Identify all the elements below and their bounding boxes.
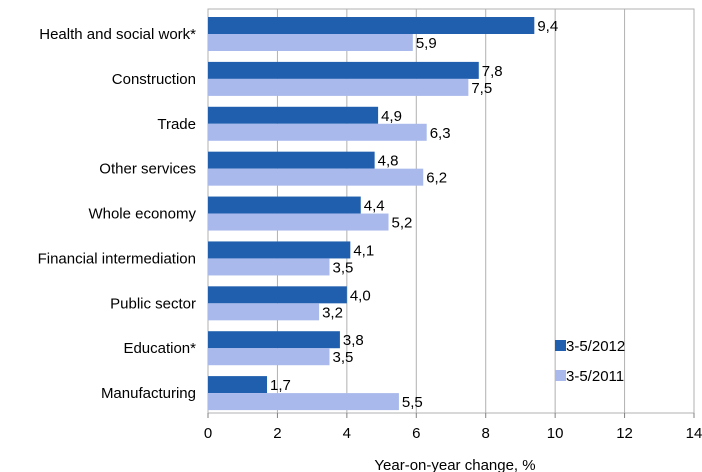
bar-3-5/2011 (208, 123, 427, 141)
bar-3-5/2012 (208, 241, 351, 259)
bar-3-5/2012 (208, 106, 379, 124)
bar-3-5/2011 (208, 303, 320, 321)
bar-3-5/2012 (208, 61, 479, 79)
category-label: Manufacturing (101, 385, 196, 402)
category-label: Other services (99, 161, 196, 178)
category-label: Trade (157, 116, 196, 133)
bar-3-5/2012 (208, 331, 340, 349)
legend-label: 3-5/2012 (566, 338, 625, 355)
data-label: 4,0 (350, 287, 371, 304)
legend-swatch (555, 370, 566, 381)
data-label: 4,4 (364, 198, 385, 215)
bar-3-5/2012 (208, 376, 268, 394)
x-axis-label: Year-on-year change, % (374, 457, 535, 472)
category-label: Construction (112, 71, 196, 88)
x-tick-label: 2 (273, 425, 281, 442)
data-label: 5,9 (416, 35, 437, 52)
data-label: 5,5 (402, 394, 423, 411)
legend-swatch (555, 340, 566, 351)
data-label: 4,9 (381, 108, 402, 125)
data-label: 5,2 (392, 215, 413, 232)
x-tick-labels: 0 2 4 6 8 10 12 14 (204, 413, 702, 442)
data-label: 3,5 (333, 259, 354, 276)
bar-3-5/2012 (208, 286, 347, 304)
data-label: 3,8 (343, 332, 364, 349)
bar-3-5/2011 (208, 258, 330, 276)
category-label: Whole economy (88, 206, 196, 223)
category-label: Financial intermediation (38, 250, 196, 267)
data-label: 3,2 (322, 304, 343, 321)
x-tick-label: 14 (686, 425, 702, 442)
data-label: 6,3 (430, 125, 451, 142)
legend: 3-5/2012 3-5/2011 (555, 338, 625, 385)
category-label: Education* (123, 340, 196, 357)
data-label: 7,5 (471, 80, 492, 97)
bar-3-5/2011 (208, 213, 389, 231)
x-tick-label: 10 (547, 425, 564, 442)
category-label: Health and social work* (39, 26, 196, 43)
bar-3-5/2011 (208, 348, 330, 366)
x-tick-label: 8 (482, 425, 490, 442)
data-label: 4,8 (378, 153, 399, 170)
x-tick-label: 12 (616, 425, 633, 442)
bar-3-5/2011 (208, 34, 413, 51)
x-tick-label: 6 (412, 425, 420, 442)
data-label: 1,7 (270, 377, 291, 394)
bar-3-5/2012 (208, 17, 535, 34)
x-tick-label: 0 (204, 425, 212, 442)
bar-3-5/2012 (208, 196, 361, 214)
bar-3-5/2012 (208, 151, 375, 169)
legend-label: 3-5/2011 (566, 368, 624, 385)
bar-3-5/2011 (208, 78, 469, 96)
data-label: 7,8 (482, 63, 503, 80)
x-tick-label: 4 (343, 425, 351, 442)
bars: 9,45,97,87,54,96,34,86,24,45,24,13,54,03… (208, 17, 558, 411)
data-label: 3,5 (333, 349, 354, 366)
data-label: 6,2 (426, 170, 447, 187)
category-label: Public sector (110, 295, 196, 312)
bar-3-5/2011 (208, 393, 399, 411)
category-labels: Health and social work* Construction Trade… (38, 26, 197, 402)
data-label: 4,1 (353, 242, 374, 259)
data-label: 9,4 (537, 18, 558, 35)
bar-3-5/2011 (208, 168, 424, 186)
